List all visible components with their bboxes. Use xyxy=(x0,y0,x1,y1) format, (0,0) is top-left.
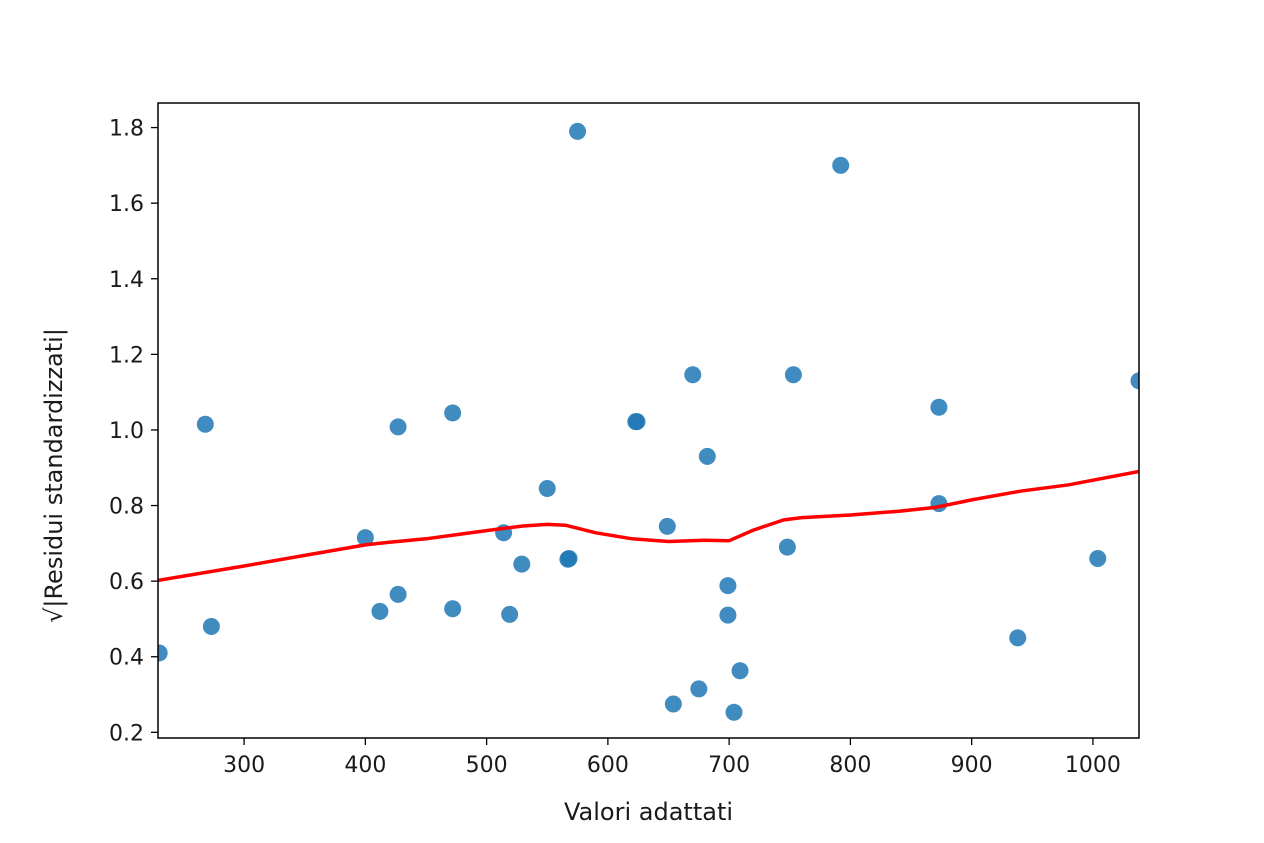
scatter-point xyxy=(389,585,407,603)
y-tick-label: 1.8 xyxy=(109,117,144,142)
y-tick-label: 0.2 xyxy=(109,721,144,746)
scatter-point xyxy=(664,695,682,713)
scatter-point xyxy=(690,680,708,698)
scatter-point xyxy=(569,122,587,140)
scatter-point xyxy=(513,555,531,573)
scatter-point xyxy=(725,703,743,721)
y-tick-label: 1.4 xyxy=(109,268,144,293)
y-tick-label: 1.0 xyxy=(109,419,144,444)
scatter-point xyxy=(196,415,214,433)
x-axis-title: Valori adattati xyxy=(564,798,733,826)
scatter-point xyxy=(784,366,802,384)
scatter-point xyxy=(778,538,796,556)
scatter-point xyxy=(658,517,676,535)
lowess-smooth-line xyxy=(158,469,1139,583)
x-tick-label: 1000 xyxy=(1065,753,1121,778)
plot-area xyxy=(158,122,1139,721)
y-tick-label: 0.6 xyxy=(109,570,144,595)
x-tick-label: 800 xyxy=(829,753,871,778)
x-axis: 300 400 500 600 700 800 900 1000 xyxy=(223,738,1121,778)
scatter-point xyxy=(930,398,948,416)
scatter-point xyxy=(560,549,578,567)
y-tick-label: 1.6 xyxy=(109,192,144,217)
y-axis: 0.2 0.4 0.6 0.8 1.0 1.2 1.4 1.6 1.8 xyxy=(109,117,158,746)
scatter-point xyxy=(501,605,519,623)
scatter-point xyxy=(628,413,646,431)
scatter-point xyxy=(158,644,168,662)
scatter-point xyxy=(1130,372,1139,390)
scatter-point xyxy=(731,662,749,680)
scatter-point xyxy=(444,404,462,422)
x-tick-label: 400 xyxy=(344,753,386,778)
y-tick-label: 0.4 xyxy=(109,646,144,671)
scatter-point xyxy=(444,600,462,618)
x-tick-label: 700 xyxy=(708,753,750,778)
plot-frame xyxy=(157,102,1140,739)
y-tick-label: 1.2 xyxy=(109,343,144,368)
scatter-point xyxy=(698,447,716,465)
plot-marks xyxy=(158,122,1139,721)
scatter-point xyxy=(356,529,374,547)
scatter-point xyxy=(832,156,850,174)
scatter-point xyxy=(719,577,737,595)
scatter-point xyxy=(202,617,220,635)
x-tick-label: 300 xyxy=(223,753,265,778)
x-tick-label: 500 xyxy=(466,753,508,778)
scatter-point xyxy=(371,602,389,620)
scatter-point xyxy=(389,418,407,436)
scatter-point xyxy=(719,606,737,624)
y-tick-label: 0.8 xyxy=(109,495,144,520)
x-tick-label: 600 xyxy=(587,753,629,778)
y-axis-title: √|Residui standardizzati| xyxy=(40,328,68,623)
scatter-point xyxy=(538,480,556,498)
scatter-point xyxy=(1009,629,1027,647)
scatter-point xyxy=(684,366,702,384)
scatter-point xyxy=(1089,549,1107,567)
x-tick-label: 900 xyxy=(951,753,993,778)
